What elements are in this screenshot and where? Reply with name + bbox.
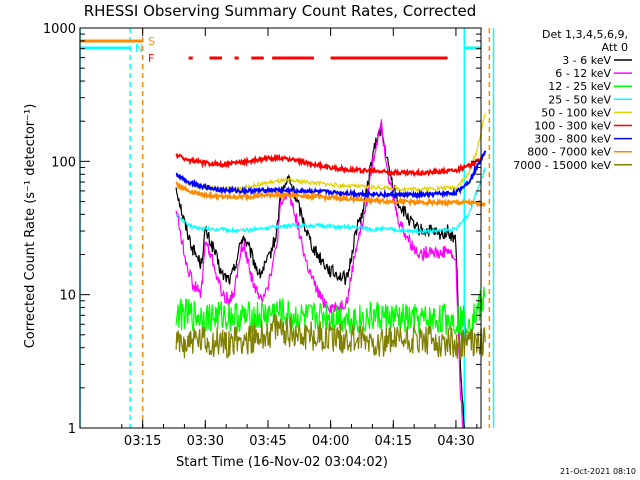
series-line-100-300-kev [175,151,486,178]
legend-label: 25 - 50 keV [548,93,611,106]
x-axis-label: Start Time (16-Nov-02 03:04:02) [176,455,388,470]
status-bar-label-S: S [148,35,155,48]
y-axis-label: Corrected Count Rate (s⁻¹ detector⁻¹) [23,104,38,349]
status-bar-label-N: N [135,42,143,55]
x-tick-label: 04:00 [312,434,349,449]
y-tick-label: 1000 [43,22,76,37]
legend-label: 800 - 7000 keV [527,146,611,159]
series-line-300-800-kev [175,150,487,201]
legend-header-line-1: Det 1,3,4,5,6,9, [542,28,628,41]
y-tick-label: 10 [59,289,76,304]
y-tick-label: 100 [51,155,76,170]
timestamp: 21-Oct-2021 08:10 [560,467,636,476]
status-bars: SNF [80,35,481,65]
series-line-7000-15000-kev [175,314,486,360]
x-tick-label: 04:15 [375,434,412,449]
series-line-3-6-kev [175,122,465,429]
series-line-6-12-kev [175,119,465,429]
legend-label: 3 - 6 keV [562,54,611,67]
x-tick-label: 03:45 [249,434,286,449]
legend-label: 7000 - 15000 keV [513,159,611,172]
y-tick-label: 1 [68,422,76,437]
legend-label: 12 - 25 keV [548,80,611,93]
legend-label: 100 - 300 keV [534,120,611,133]
x-axis: 03:15 03:30 03:45 04:00 04:15 04:30 [121,28,478,449]
x-tick-label: 03:30 [187,434,224,449]
status-bar-label-F: F [148,52,154,65]
legend-label: 6 - 12 keV [555,67,611,80]
series-group [175,112,487,429]
legend-header-line-2: Att 0 [602,41,628,54]
series-line-12-25-kev [175,286,486,336]
series-line-25-50-kev [175,167,486,236]
y-axis: 1 10 100 1000 [43,22,481,437]
x-tick-label: 03:15 [124,434,161,449]
legend-label: 300 - 800 keV [534,133,611,146]
plot-frame [79,27,482,429]
x-tick-label: 04:30 [437,434,474,449]
series-line-800-7000-kev [175,180,486,208]
series-line-50-100-kev [175,112,486,194]
chart-title: RHESSI Observing Summary Count Rates, Co… [84,2,477,20]
legend-label: 50 - 100 keV [541,106,611,119]
